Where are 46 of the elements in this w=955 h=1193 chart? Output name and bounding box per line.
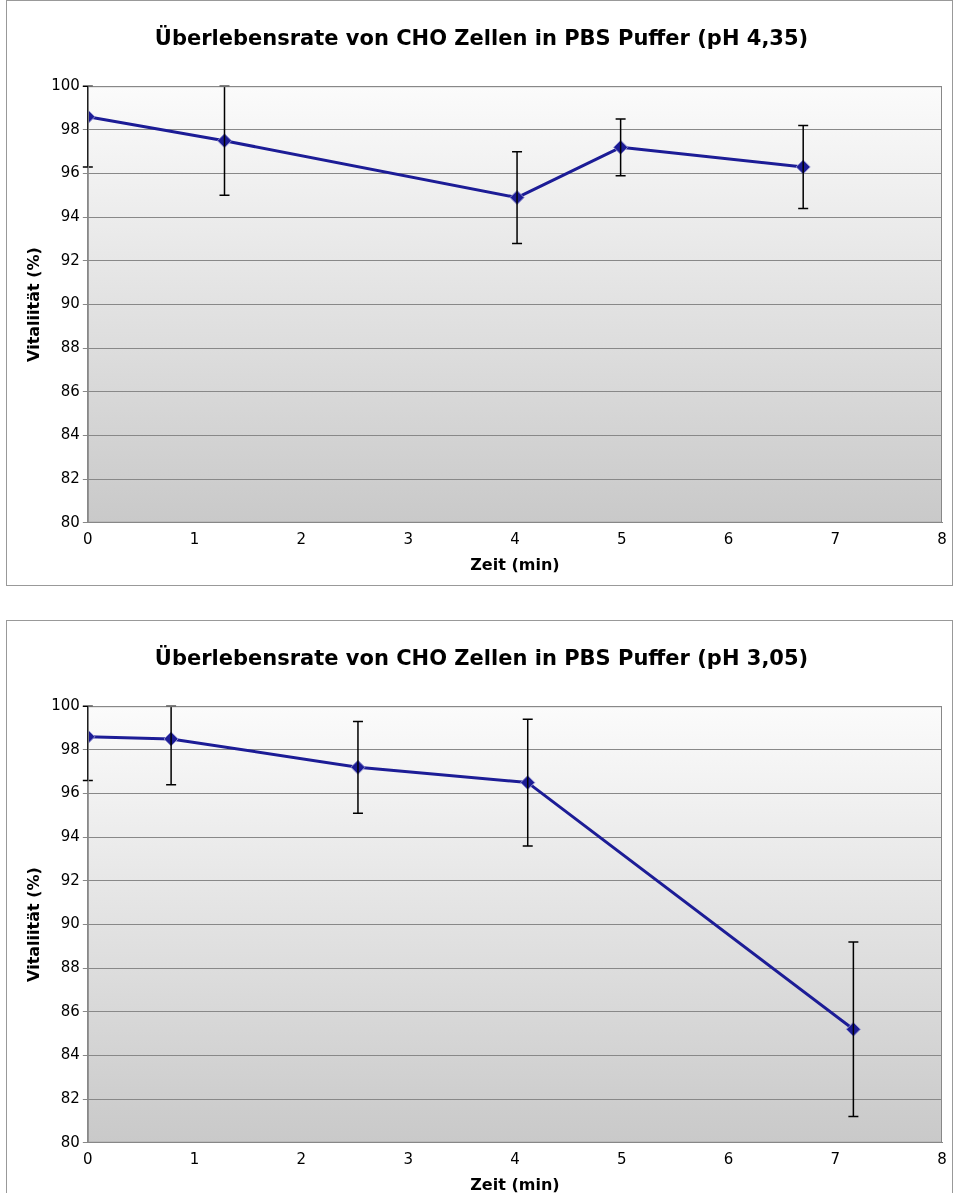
y-tick-label: 98 — [60, 739, 80, 758]
x-tick-label: 5 — [616, 1149, 627, 1168]
y-tick-label: 82 — [60, 1089, 80, 1108]
x-axis-title: Zeit (min) — [470, 554, 560, 574]
y-tick-label: 86 — [60, 381, 80, 400]
x-tick-label: 8 — [937, 529, 947, 548]
x-tick-label: 6 — [723, 529, 734, 548]
x-axis-title: Zeit (min) — [470, 1174, 560, 1193]
y-tick-label: 86 — [60, 1001, 80, 1020]
y-tick-label: 88 — [60, 338, 80, 357]
x-tick-label: 2 — [296, 529, 307, 548]
x-tick-label: 0 — [83, 1149, 93, 1168]
x-tick-label: 5 — [616, 529, 627, 548]
y-tick-label: 90 — [60, 914, 80, 933]
x-tick-label: 8 — [937, 1149, 947, 1168]
x-tick-label: 1 — [189, 1149, 200, 1168]
y-axis-title: Vitaliität (%) — [23, 867, 43, 982]
y-tick-label: 94 — [60, 827, 80, 846]
x-tick-label: 2 — [296, 1149, 307, 1168]
y-tick-label: 84 — [60, 425, 80, 444]
chart-title: Überlebensrate von CHO Zellen in PBS Puffer (pH 3,05) — [154, 645, 809, 671]
y-tick-label: 100 — [51, 696, 80, 715]
y-tick-label: 90 — [60, 294, 80, 313]
x-tick-label: 0 — [83, 529, 93, 548]
y-tick-label: 94 — [60, 207, 80, 226]
x-tick-label: 3 — [403, 529, 413, 548]
chart-title: Überlebensrate von CHO Zellen in PBS Puffer (pH 4,35) — [154, 25, 809, 51]
x-tick-label: 7 — [830, 529, 840, 548]
x-tick-label: 7 — [830, 1149, 840, 1168]
y-tick-label: 96 — [60, 163, 80, 182]
x-tick-label: 6 — [723, 1149, 734, 1168]
y-tick-label: 96 — [60, 783, 80, 802]
y-tick-label: 88 — [60, 958, 80, 977]
x-tick-label: 1 — [189, 529, 200, 548]
y-tick-label: 92 — [60, 870, 80, 889]
y-tick-label: 82 — [60, 469, 80, 488]
y-tick-label: 80 — [60, 1132, 80, 1151]
y-axis-title: Vitaliität (%) — [23, 247, 43, 362]
y-tick-label: 80 — [60, 512, 80, 531]
x-tick-label: 4 — [510, 1149, 520, 1168]
y-tick-label: 98 — [60, 119, 80, 138]
x-tick-label: 3 — [403, 1149, 413, 1168]
y-tick-label: 100 — [51, 76, 80, 95]
y-tick-label: 84 — [60, 1045, 80, 1064]
y-tick-label: 92 — [60, 250, 80, 269]
x-tick-label: 4 — [510, 529, 520, 548]
